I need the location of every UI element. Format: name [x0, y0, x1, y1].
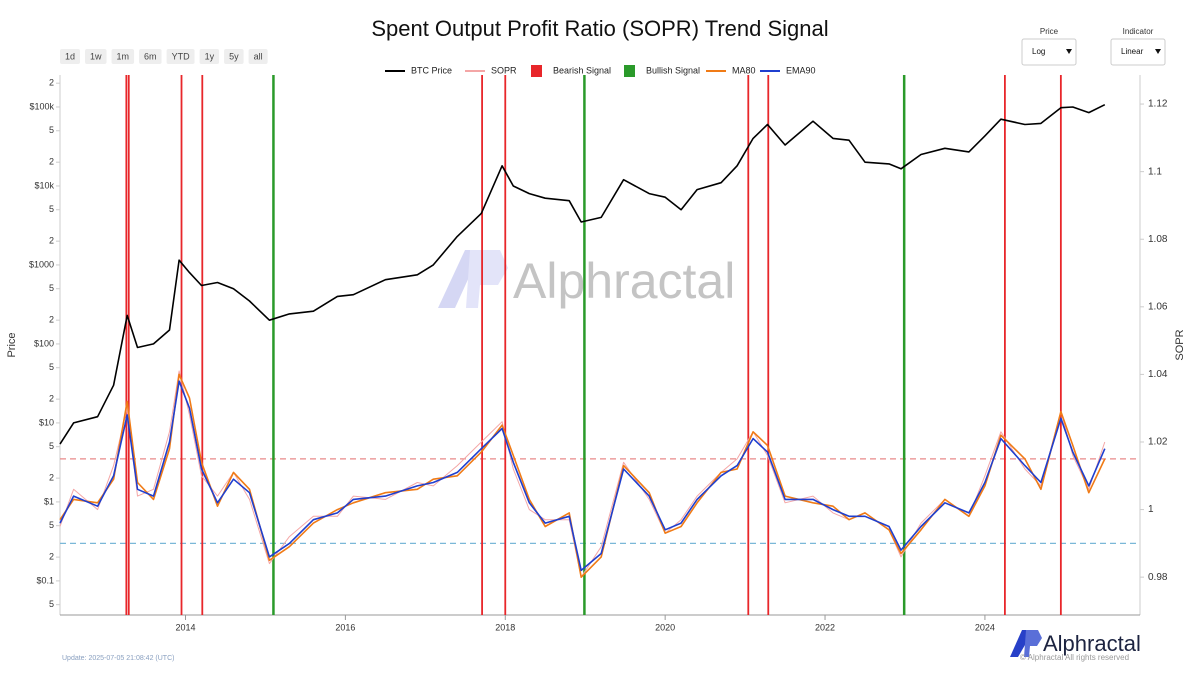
range-button-label[interactable]: all [254, 51, 263, 61]
y2-tick-label: 1.06 [1148, 301, 1168, 312]
y-tick-label: 2 [49, 473, 54, 483]
y2-tick-label: 0.98 [1148, 572, 1168, 583]
y-tick-label: 2 [49, 315, 54, 325]
dropdown-arrow[interactable] [1155, 49, 1161, 54]
y-tick-label: 5 [49, 362, 54, 372]
range-button-bg[interactable] [166, 49, 195, 64]
update-time: Update: 2025-07-05 21:08:42 (UTC) [62, 655, 174, 662]
y-tick-label: $1 [44, 496, 54, 506]
range-button[interactable]: 6m [139, 49, 162, 64]
legend-item[interactable]: BTC Price [385, 65, 452, 75]
logo-shape [1010, 630, 1030, 657]
y2-tick-label: 1.12 [1148, 99, 1168, 110]
range-button[interactable]: 1d [60, 49, 81, 64]
range-button[interactable]: all [248, 49, 268, 64]
y2-tick-label: 1.08 [1148, 234, 1168, 245]
dropdown-value[interactable]: Log [1032, 47, 1045, 56]
watermark-logo [438, 250, 508, 308]
y-tick-label: 5 [49, 599, 54, 609]
legend-item[interactable]: Bullish Signal [624, 65, 700, 77]
dropdown[interactable]: Log [1021, 38, 1077, 66]
range-button-label[interactable]: 1w [90, 51, 102, 61]
legend-item[interactable]: Bearish Signal [531, 65, 611, 77]
watermark-logo-shape [466, 250, 508, 308]
x-tick-label: 2018 [495, 622, 515, 632]
range-button[interactable]: 5y [224, 49, 244, 64]
range-button-bg[interactable] [139, 49, 162, 64]
watermark-logo-shape [438, 250, 480, 308]
legend-item[interactable]: SOPR [465, 65, 517, 75]
range-button-label[interactable]: 1y [205, 51, 215, 61]
legend-swatch[interactable] [531, 65, 542, 77]
series-line [59, 103, 1106, 445]
y-tick-label: 2 [49, 78, 54, 88]
y-tick-label: $0.1 [36, 575, 54, 585]
range-button-bg[interactable] [60, 49, 81, 64]
legend-label[interactable]: MA80 [732, 65, 756, 75]
range-button[interactable]: YTD [166, 49, 195, 64]
legend-item[interactable]: EMA90 [760, 65, 816, 75]
series-line [59, 380, 1106, 572]
y2-tick-label: 1 [1148, 504, 1154, 515]
range-button-bg[interactable] [199, 49, 220, 64]
logo-text: Alphractal [1043, 631, 1141, 656]
y-tick-label: 2 [49, 236, 54, 246]
range-button-label[interactable]: 1m [117, 51, 130, 61]
range-button[interactable]: 1w [85, 49, 107, 64]
x-tick-label: 2022 [815, 622, 835, 632]
watermark-text: Alphractal [513, 253, 735, 309]
range-button-label[interactable]: YTD [172, 51, 191, 61]
control-label: Indicator [1123, 27, 1154, 36]
chart-title: Spent Output Profit Ratio (SOPR) Trend S… [371, 16, 828, 41]
y2-tick-label: 1.02 [1148, 437, 1168, 448]
y-tick-label: $100 [34, 338, 54, 348]
dropdown-arrow[interactable] [1066, 49, 1072, 54]
dropdown-box[interactable] [1021, 38, 1077, 66]
range-button-bg[interactable] [224, 49, 244, 64]
y-tick-label: 2 [49, 157, 54, 167]
y2-axis-title: SOPR [1174, 329, 1186, 360]
y2-tick-label: 1.1 [1148, 166, 1162, 177]
y-tick-label: $1000 [29, 259, 54, 269]
range-button-bg[interactable] [248, 49, 268, 64]
y-tick-label: 2 [49, 394, 54, 404]
x-tick-label: 2024 [975, 622, 995, 632]
legend-label[interactable]: EMA90 [786, 65, 816, 75]
legend-label[interactable]: Bearish Signal [553, 65, 611, 75]
y-axis-title: Price [6, 332, 18, 357]
dropdown[interactable]: Linear [1110, 38, 1166, 66]
y-tick-label: 5 [49, 283, 54, 293]
y-tick-label: 5 [49, 441, 54, 451]
range-button-bg[interactable] [85, 49, 107, 64]
logo-shape [1024, 630, 1042, 657]
copyright: © Alphractal All rights reserved [1020, 653, 1129, 662]
y-tick-label: 2 [49, 551, 54, 561]
legend-label[interactable]: Bullish Signal [646, 65, 700, 75]
range-button-label[interactable]: 5y [229, 51, 239, 61]
y-tick-label: $100k [29, 101, 54, 111]
x-tick-label: 2016 [335, 622, 355, 632]
x-tick-label: 2014 [175, 622, 195, 632]
range-button-bg[interactable] [111, 49, 135, 64]
legend-item[interactable]: MA80 [706, 65, 756, 75]
y-tick-label: $10 [39, 417, 54, 427]
y-tick-label: $10k [34, 180, 54, 190]
range-button-label[interactable]: 1d [65, 51, 75, 61]
legend-label[interactable]: SOPR [491, 65, 517, 75]
legend-label[interactable]: BTC Price [411, 65, 452, 75]
range-button[interactable]: 1y [199, 49, 220, 64]
control-label: Price [1040, 27, 1059, 36]
y-tick-label: 5 [49, 204, 54, 214]
y-tick-label: 5 [49, 520, 54, 530]
range-button-label[interactable]: 6m [144, 51, 157, 61]
legend-swatch[interactable] [624, 65, 635, 77]
range-button[interactable]: 1m [111, 49, 135, 64]
dropdown-box[interactable] [1110, 38, 1166, 66]
x-tick-label: 2020 [655, 622, 675, 632]
y2-tick-label: 1.04 [1148, 369, 1168, 380]
dropdown-value[interactable]: Linear [1121, 47, 1144, 56]
y-tick-label: 5 [49, 125, 54, 135]
